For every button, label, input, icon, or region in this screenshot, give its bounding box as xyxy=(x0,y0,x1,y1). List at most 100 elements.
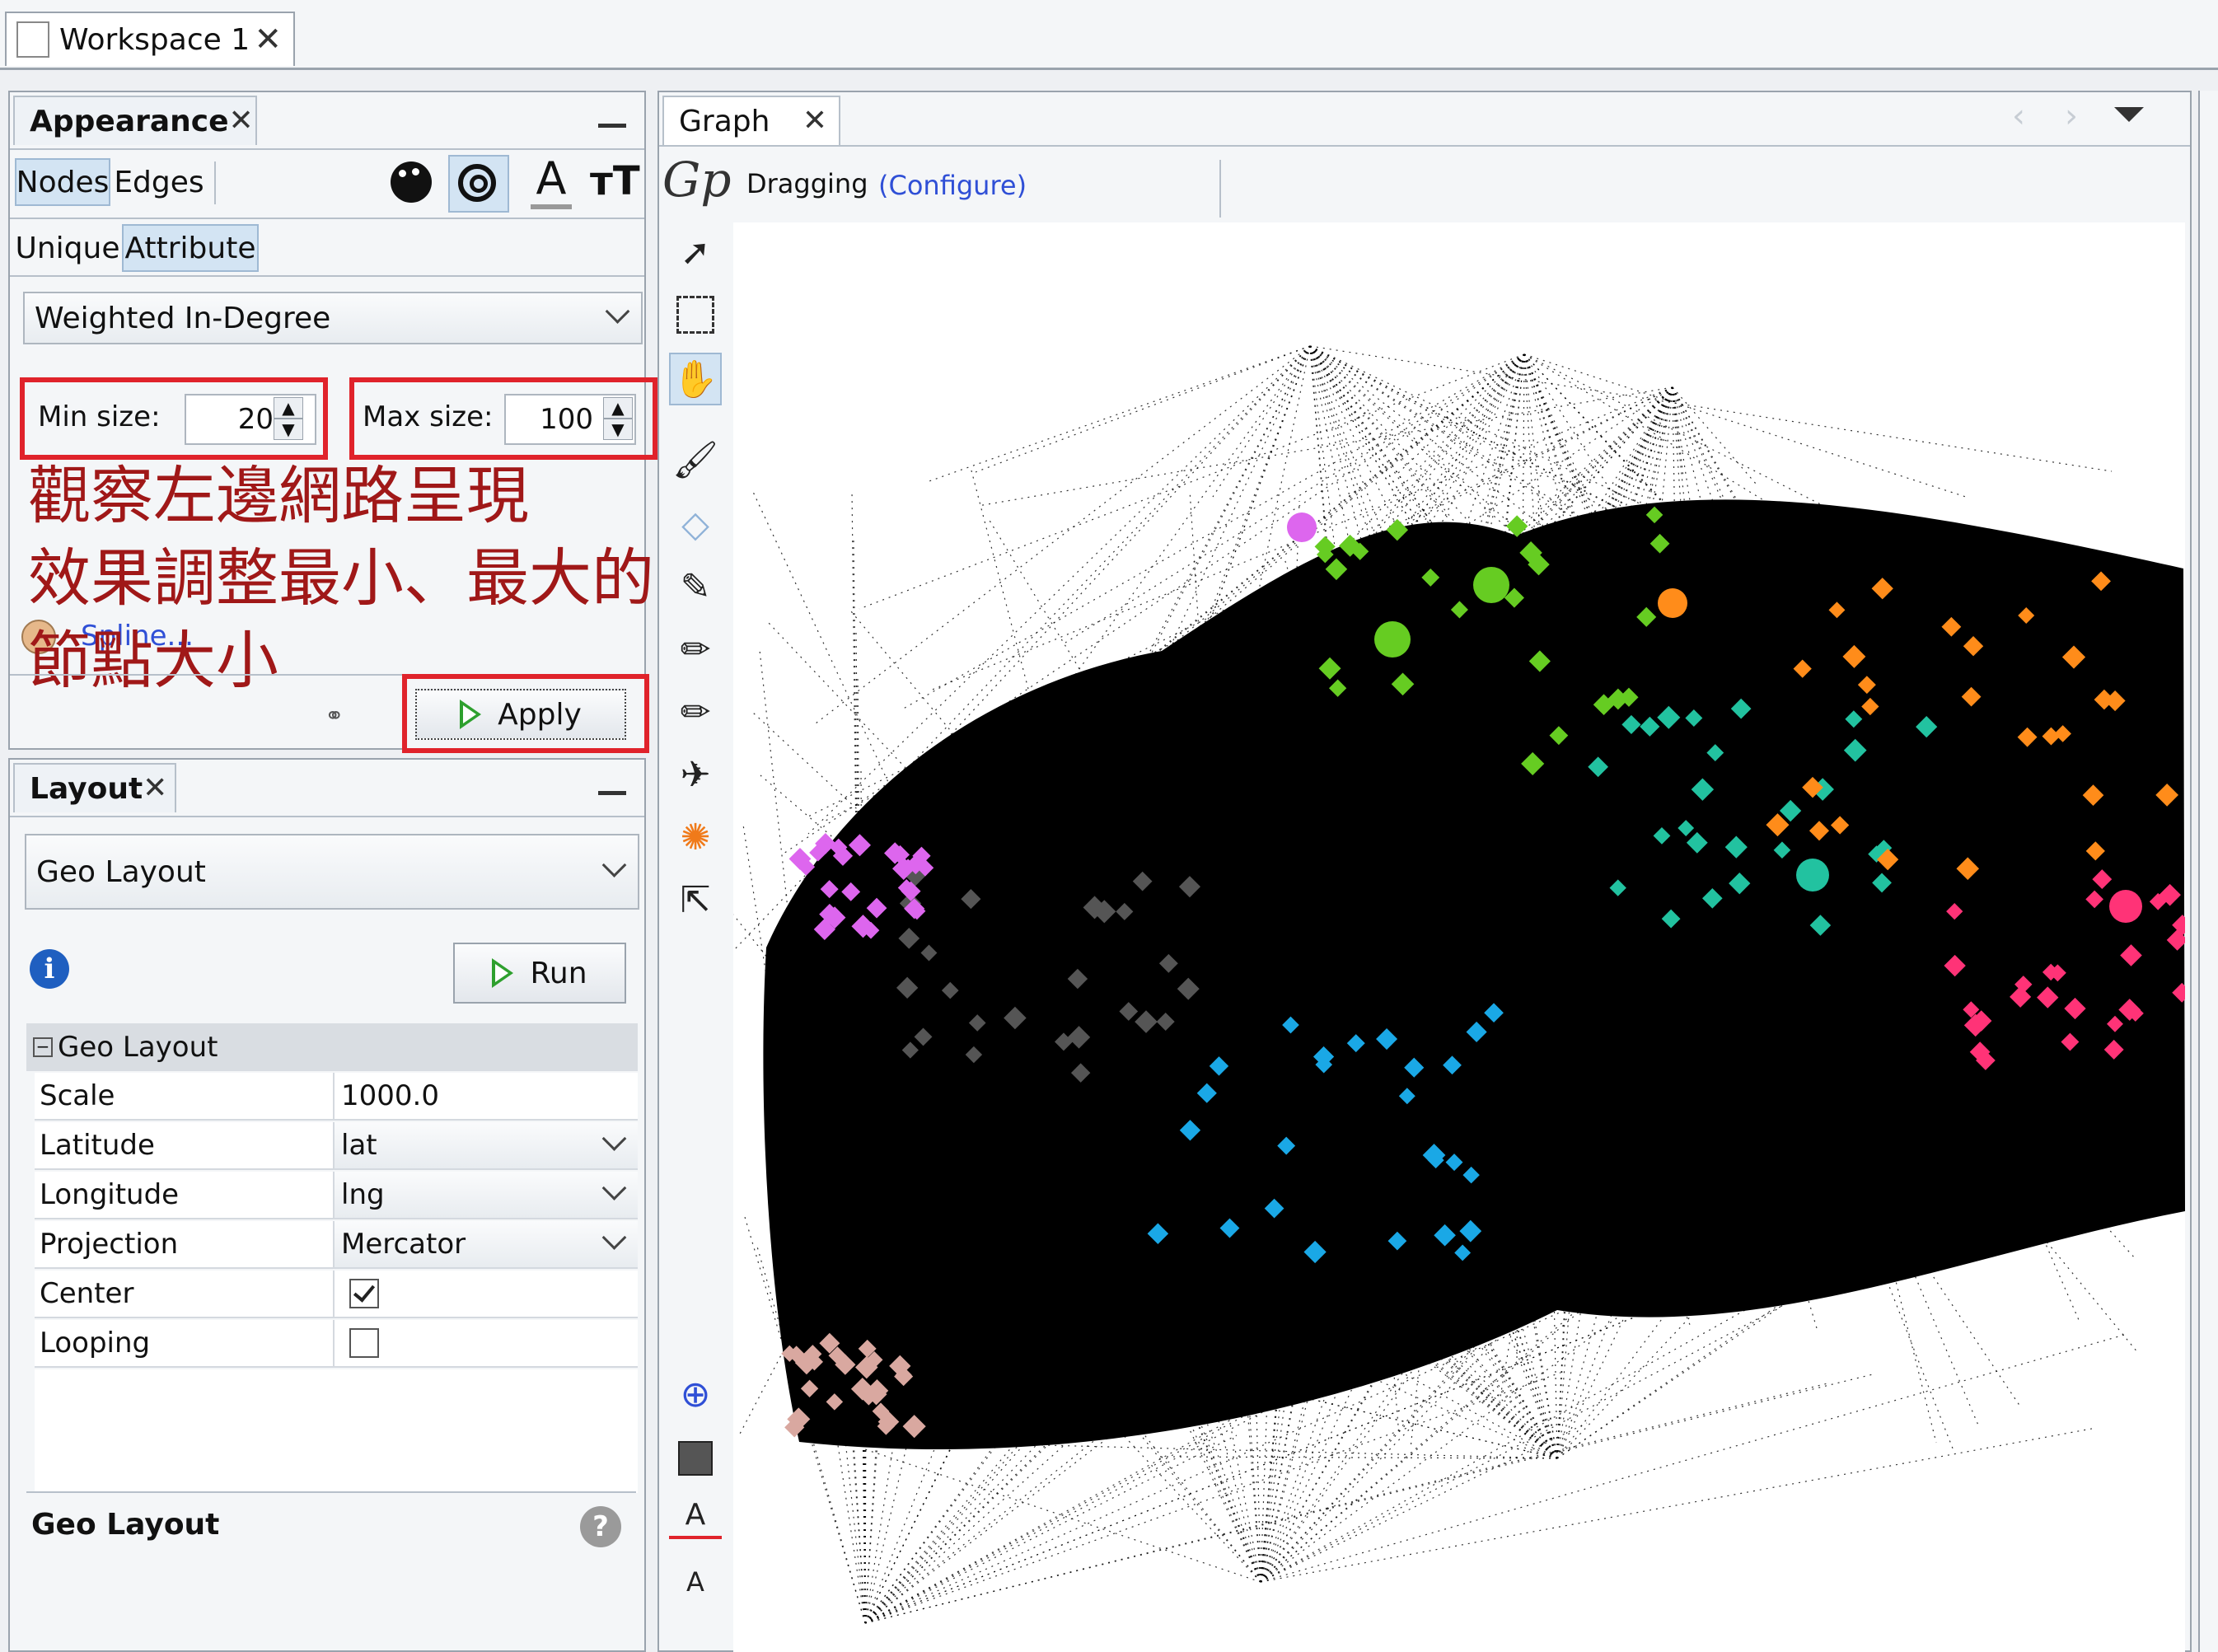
edge xyxy=(752,491,1261,1583)
attribute-select[interactable]: Weighted In-Degree xyxy=(23,292,643,344)
painter-icon[interactable]: ✎ xyxy=(680,565,711,608)
airplane-icon[interactable]: ✈ xyxy=(680,753,711,796)
layout-description-title: Geo Layout xyxy=(31,1508,220,1542)
edge xyxy=(862,817,866,1624)
appearance-panel: Appearance ✕ Nodes Edges A тT Unique Att… xyxy=(8,91,657,753)
close-icon[interactable]: ✕ xyxy=(802,104,827,138)
layout-algorithm-select[interactable]: Geo Layout xyxy=(25,834,639,910)
edge xyxy=(1092,353,1525,711)
run-button[interactable]: Run xyxy=(453,943,626,1004)
edge xyxy=(1360,1131,1558,1459)
close-icon[interactable]: ✕ xyxy=(143,771,168,805)
spinner-down-icon[interactable]: ▼ xyxy=(274,419,303,440)
spinner-up-icon[interactable]: ▲ xyxy=(603,397,633,419)
spinner-down-icon[interactable]: ▼ xyxy=(603,419,633,440)
tab-attribute[interactable]: Attribute xyxy=(122,224,259,272)
geo-layout-section-header[interactable]: − Geo Layout xyxy=(26,1023,638,1071)
drag-hand-icon[interactable]: ✋ xyxy=(669,353,722,405)
size-icon[interactable] xyxy=(448,155,509,213)
rectangle-select-icon[interactable] xyxy=(669,288,722,341)
node xyxy=(1872,873,1892,893)
label-size-icon[interactable]: тT xyxy=(590,158,640,204)
chevron-down-icon xyxy=(601,1175,627,1200)
node xyxy=(914,1027,933,1046)
info-icon[interactable]: i xyxy=(30,949,69,989)
edge xyxy=(1309,345,1528,797)
scroll-right-icon[interactable]: › xyxy=(2065,97,2078,135)
edge xyxy=(1260,560,1447,1583)
label-color-icon[interactable]: A xyxy=(669,1493,722,1539)
graph-title: Graph xyxy=(679,104,770,138)
edge xyxy=(1065,353,1525,1291)
edge xyxy=(862,1448,1261,1583)
select-icon[interactable]: ➚ xyxy=(680,231,711,274)
spline-link[interactable]: Spline... xyxy=(81,620,194,653)
label-size-icon[interactable]: A xyxy=(686,1566,704,1598)
graph-tab[interactable]: Graph ✕ xyxy=(662,96,840,145)
brush-icon[interactable]: 🖌 xyxy=(672,439,718,481)
node xyxy=(1842,644,1866,668)
tab-menu-icon[interactable] xyxy=(2114,107,2144,122)
edge xyxy=(1309,345,1640,555)
tab-edges[interactable]: Edges xyxy=(114,165,204,199)
edge xyxy=(1309,345,2130,1073)
appearance-tab[interactable]: Appearance ✕ xyxy=(13,96,257,145)
tab-unique[interactable]: Unique xyxy=(15,231,120,265)
edge xyxy=(1499,386,1673,887)
center-checkbox[interactable] xyxy=(349,1279,379,1308)
edge xyxy=(1184,1381,1261,1583)
label-color-icon[interactable]: A xyxy=(526,153,577,211)
edge xyxy=(1309,345,1775,1102)
right-side-panel-strip xyxy=(2198,91,2218,1652)
help-pointer-icon[interactable]: ⇱ xyxy=(680,878,711,921)
palette-icon[interactable] xyxy=(391,161,432,203)
node xyxy=(866,897,887,919)
edge xyxy=(1499,386,1673,1402)
edge xyxy=(1260,1427,2097,1583)
tab-nodes[interactable]: Nodes xyxy=(15,158,110,206)
edge xyxy=(864,1102,1818,1624)
projection-select[interactable]: Mercator xyxy=(335,1221,638,1267)
link-icon[interactable]: ⚭ xyxy=(325,702,344,729)
node xyxy=(2092,869,2113,890)
edge-pencil-icon[interactable]: ✏ xyxy=(680,690,711,733)
zoom-icon[interactable]: ⊕ xyxy=(680,1373,711,1416)
node xyxy=(2106,1015,2123,1032)
run-label: Run xyxy=(530,956,587,990)
help-icon[interactable]: ? xyxy=(580,1506,621,1547)
latitude-select[interactable]: lat xyxy=(335,1122,638,1168)
layout-tab[interactable]: Layout ✕ xyxy=(13,763,176,812)
minimize-icon[interactable] xyxy=(598,791,626,795)
looping-checkbox[interactable] xyxy=(349,1328,379,1358)
edge xyxy=(1066,1089,1261,1583)
scroll-left-icon[interactable]: ‹ xyxy=(2012,97,2025,135)
spinner-up-icon[interactable]: ▲ xyxy=(274,397,303,419)
property-name: Latitude xyxy=(35,1122,335,1168)
edge xyxy=(1672,386,1710,626)
configure-link[interactable]: (Configure) xyxy=(878,170,1027,201)
property-name: Projection xyxy=(35,1221,335,1267)
collapse-icon[interactable]: − xyxy=(33,1037,53,1057)
spline-icon[interactable] xyxy=(21,620,56,654)
graph-canvas[interactable] xyxy=(733,222,2185,1652)
edge xyxy=(882,386,1673,919)
scale-input[interactable]: 1000.0 xyxy=(341,1079,439,1112)
tool-mode-label: Dragging xyxy=(746,168,868,199)
diamond-icon[interactable]: ◇ xyxy=(681,503,709,545)
workspace-tab[interactable]: Workspace 1 ✕ xyxy=(5,12,295,66)
node xyxy=(1421,568,1440,587)
longitude-select[interactable]: lng xyxy=(335,1172,638,1218)
edge xyxy=(1454,386,1673,1165)
close-icon[interactable]: ✕ xyxy=(254,21,282,58)
minimize-icon[interactable] xyxy=(598,124,626,128)
edge xyxy=(1121,353,1525,826)
background-color-icon[interactable] xyxy=(669,1432,722,1485)
edge xyxy=(759,649,866,1624)
close-icon[interactable]: ✕ xyxy=(228,104,254,138)
node xyxy=(1944,954,1966,977)
apply-button[interactable]: Apply xyxy=(415,689,626,740)
sun-icon[interactable]: ✺ xyxy=(680,816,711,859)
edge xyxy=(1523,353,1621,587)
pencil-icon[interactable]: ✏ xyxy=(680,628,711,671)
node xyxy=(2017,727,2038,747)
